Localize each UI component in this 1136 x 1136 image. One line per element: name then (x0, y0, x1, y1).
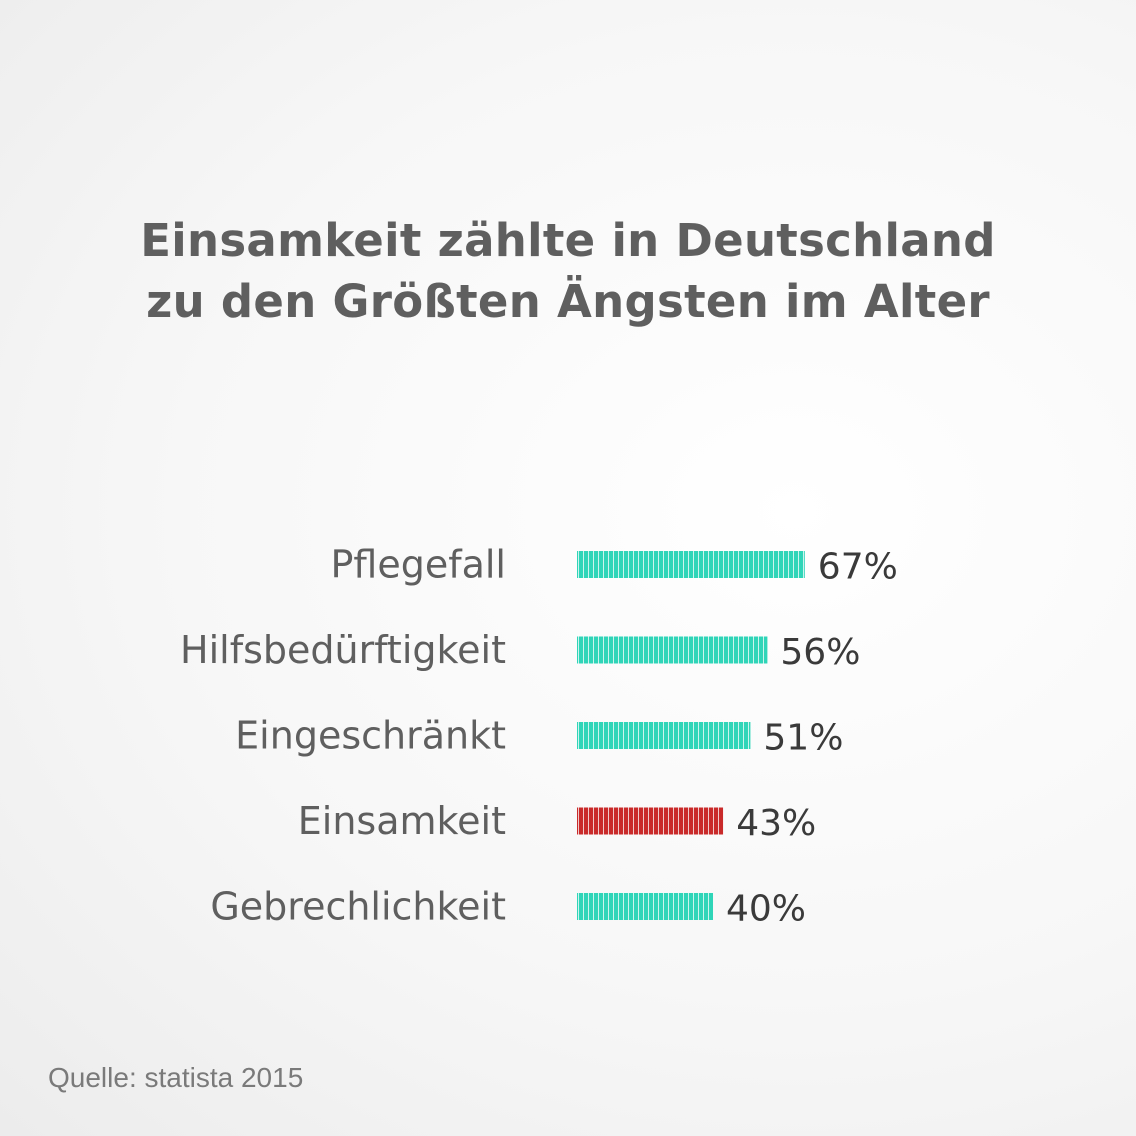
value-label: 56% (780, 632, 860, 673)
value-label: 67% (818, 547, 898, 588)
category-label: Hilfsbedürftigkeit (180, 628, 506, 672)
category-label: Einsamkeit (298, 799, 506, 843)
bars-group: Pflegefall 67% Hilfsbedürftigkeit 56% Einges… (180, 543, 898, 930)
category-label: Eingeschränkt (235, 714, 506, 758)
bar-highlight (577, 807, 724, 835)
source-note: Quelle: statista 2015 (48, 1062, 304, 1093)
chart-title: Einsamkeit zählte in Deutschland zu den … (0, 210, 1136, 332)
bar (577, 893, 713, 920)
value-label: 40% (726, 889, 806, 930)
category-label: Pflegefall (330, 543, 506, 587)
bar (577, 636, 768, 664)
value-label: 43% (736, 803, 816, 844)
bar (577, 722, 751, 749)
bar (577, 551, 805, 578)
chart-title-line-2: zu den Größten Ängsten im Alter (146, 275, 990, 328)
chart-title-line-1: Einsamkeit zählte in Deutschland (140, 214, 996, 267)
value-label: 51% (763, 718, 843, 759)
category-label: Gebrechlichkeit (210, 885, 506, 929)
